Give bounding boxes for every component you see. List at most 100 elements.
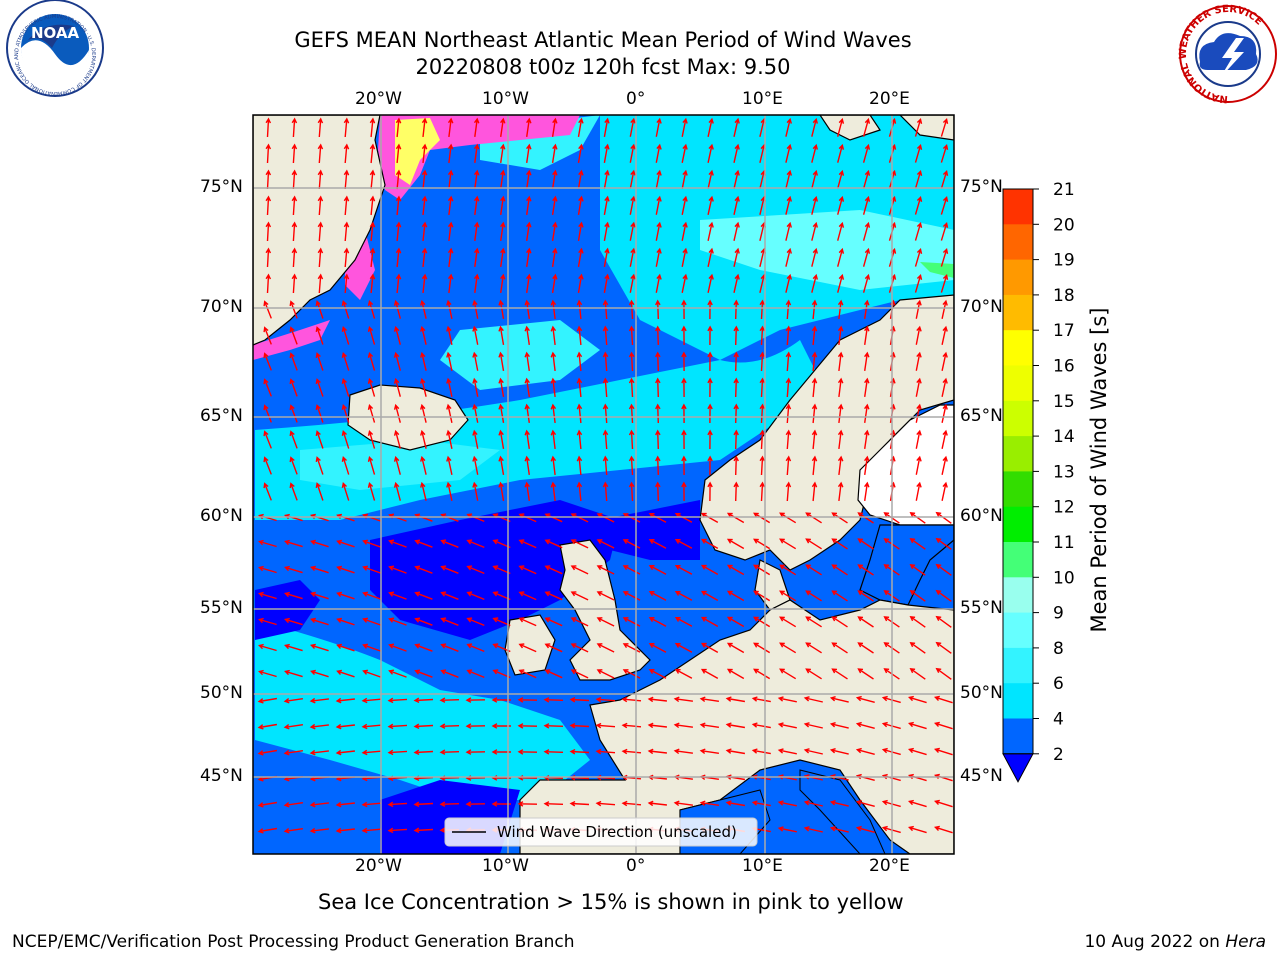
wind-wave-arrow — [681, 377, 687, 398]
wind-wave-arrow — [681, 247, 688, 267]
wind-wave-arrow — [914, 196, 923, 215]
wind-wave-arrow — [472, 429, 479, 449]
wind-wave-arrow — [367, 456, 376, 475]
wind-wave-arrow — [336, 643, 355, 652]
wind-wave-arrow — [805, 564, 822, 576]
legend-label: Wind Wave Direction (unscaled) — [497, 823, 737, 841]
wind-wave-arrow — [707, 429, 713, 450]
wind-wave-arrow — [700, 642, 719, 654]
wind-wave-arrow — [777, 826, 797, 833]
wind-wave-arrow — [777, 800, 797, 807]
wind-wave-arrow — [655, 247, 662, 267]
colorbar-tick-label: 18 — [1053, 286, 1075, 306]
wind-wave-arrow — [440, 565, 459, 574]
wind-wave-arrow — [725, 696, 746, 703]
wind-wave-arrow — [335, 697, 355, 704]
wind-wave-arrow — [733, 221, 740, 241]
wave-period-band — [255, 580, 320, 640]
lon-label-top: 10°W — [482, 89, 529, 109]
wind-wave-arrow — [648, 539, 667, 549]
colorbar-tick-label: 20 — [1053, 215, 1075, 235]
wind-wave-arrow — [498, 429, 505, 450]
wind-wave-arrow — [940, 170, 949, 189]
wind-wave-arrow — [257, 723, 278, 730]
wind-wave-arrow — [602, 455, 609, 476]
wind-wave-arrow — [343, 247, 350, 268]
wind-wave-arrow — [473, 221, 480, 241]
wind-wave-arrow — [284, 565, 303, 574]
colorbar-tick-label: 11 — [1053, 533, 1075, 553]
wind-wave-arrow — [759, 403, 766, 424]
wind-wave-arrow — [362, 539, 381, 548]
wind-wave-arrow — [447, 143, 454, 163]
wind-wave-arrow — [498, 351, 505, 372]
wind-wave-arrow — [526, 221, 532, 242]
wind-wave-arrow — [309, 801, 329, 808]
wind-wave-arrow — [263, 404, 272, 423]
run-date: 10 Aug 2022 on Hera — [1084, 932, 1266, 952]
wind-wave-arrow — [317, 117, 324, 138]
lon-label-bottom: 10°E — [742, 856, 783, 876]
wind-wave-arrow — [395, 273, 402, 294]
wind-wave-arrow — [258, 669, 277, 678]
wind-wave-arrow — [726, 616, 745, 628]
wind-wave-arrow — [466, 539, 485, 549]
wind-wave-arrow — [940, 196, 949, 215]
wind-wave-arrow — [759, 377, 766, 398]
wind-wave-arrow — [361, 827, 382, 834]
wind-wave-arrow — [862, 169, 871, 189]
wind-wave-arrow — [935, 589, 952, 602]
wind-wave-arrow — [393, 325, 401, 345]
wind-wave-arrow — [447, 247, 454, 267]
wind-wave-arrow — [283, 828, 304, 834]
wind-wave-arrow — [544, 539, 563, 549]
lat-label-right: 65°N — [960, 406, 1003, 426]
wind-wave-arrow — [941, 299, 948, 319]
wind-wave-arrow — [655, 195, 662, 215]
wind-wave-arrow — [909, 537, 926, 550]
wind-wave-arrow — [524, 299, 530, 320]
wind-wave-arrow — [857, 616, 874, 628]
wind-wave-arrow — [655, 377, 661, 398]
wind-wave-arrow — [263, 456, 272, 475]
wind-wave-arrow — [777, 696, 797, 703]
wind-wave-arrow — [310, 591, 329, 600]
wind-wave-arrow — [759, 299, 766, 320]
wind-wave-arrow — [622, 617, 641, 627]
wind-wave-arrow — [569, 748, 590, 755]
wind-wave-arrow — [335, 801, 355, 808]
wind-wave-arrow — [526, 247, 532, 268]
wind-wave-arrow — [447, 169, 454, 189]
colorbar-tick-label: 6 — [1053, 674, 1064, 694]
wind-wave-arrow — [751, 800, 771, 807]
wind-wave-arrow — [526, 117, 532, 138]
wind-wave-arrow — [700, 668, 719, 680]
wind-wave-arrow — [909, 667, 926, 680]
wind-wave-arrow — [421, 221, 428, 241]
colorbar-tick-label: 9 — [1053, 604, 1064, 624]
wind-wave-arrow — [805, 512, 822, 524]
wind-wave-arrow — [387, 697, 408, 704]
wind-wave-arrow — [857, 538, 874, 550]
wind-wave-arrow — [498, 455, 505, 476]
wind-wave-arrow — [518, 539, 537, 549]
wind-wave-arrow — [829, 696, 849, 703]
wind-wave-arrow — [934, 721, 953, 730]
wind-wave-arrow — [622, 669, 641, 679]
wind-wave-arrow — [420, 377, 427, 397]
wind-wave-arrow — [829, 722, 849, 729]
wind-wave-arrow — [551, 169, 558, 190]
wind-wave-arrow — [291, 169, 298, 190]
wind-wave-arrow — [473, 117, 480, 137]
wind-wave-arrow — [498, 299, 505, 320]
wind-wave-arrow — [335, 827, 355, 834]
wind-wave-arrow — [602, 403, 609, 424]
wind-wave-arrow — [439, 801, 460, 807]
wind-wave-arrow — [707, 403, 713, 424]
wind-wave-arrow — [759, 351, 766, 372]
wind-wave-arrow — [935, 563, 952, 576]
wind-wave-arrow — [753, 668, 771, 680]
wind-wave-arrow — [707, 299, 713, 320]
wind-wave-arrow — [837, 455, 844, 475]
